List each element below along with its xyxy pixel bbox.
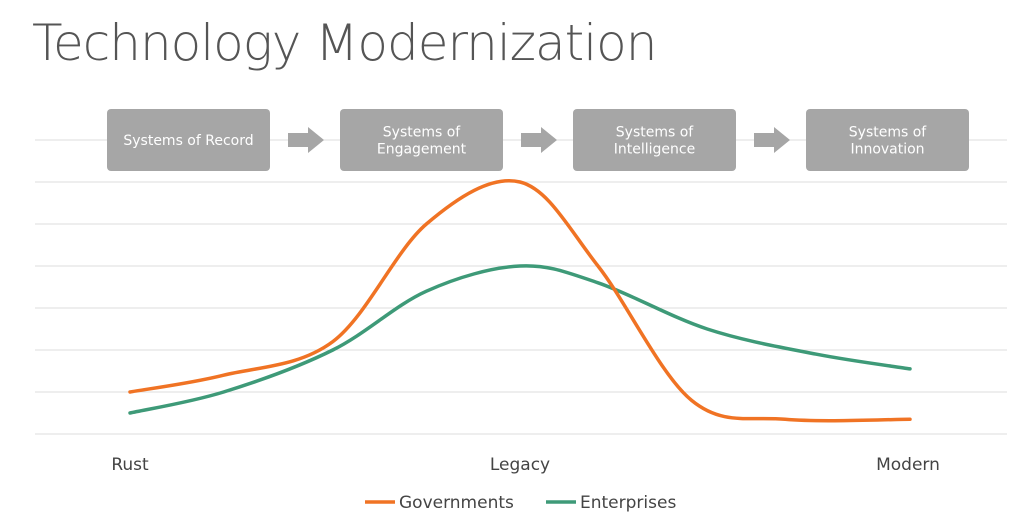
stage-label: Innovation [850, 142, 924, 158]
x-tick-label: Legacy [490, 455, 550, 475]
arrow-right-icon [521, 127, 557, 153]
legend-label: Enterprises [580, 493, 676, 513]
x-tick-label: Rust [111, 455, 149, 475]
stage-label: Systems of Record [123, 133, 253, 149]
chart-title: Technology Modernization [32, 14, 657, 72]
stage-label: Systems of [616, 125, 695, 141]
legend-item: Governments [365, 493, 514, 513]
x-tick-label: Modern [876, 455, 940, 475]
legend-item: Enterprises [546, 493, 676, 513]
legend: Governments Enterprises [365, 493, 676, 513]
arrow-right-icon [288, 127, 324, 153]
stage-box: Systems of Record [107, 109, 270, 171]
series-line-governments [128, 179, 912, 423]
series-lines [128, 179, 912, 423]
gridlines [35, 139, 1007, 435]
stage-label: Systems of [383, 125, 462, 141]
arrow-right-icon [754, 127, 790, 153]
stage-label: Intelligence [614, 142, 695, 158]
legend-label: Governments [399, 493, 514, 513]
stage-label: Systems of [849, 125, 928, 141]
stage-label: Engagement [377, 142, 467, 158]
series-line-enterprises [128, 264, 912, 415]
x-axis-labels: Rust Legacy Modern [111, 455, 940, 475]
